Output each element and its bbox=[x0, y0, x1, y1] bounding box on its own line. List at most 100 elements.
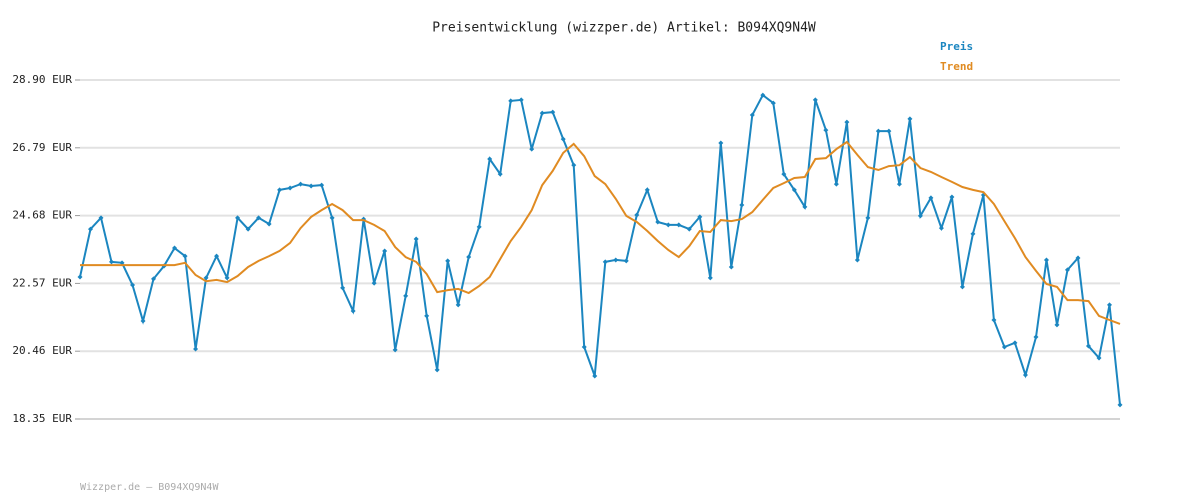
point-marker bbox=[665, 222, 671, 228]
point-marker bbox=[686, 226, 692, 232]
point-marker bbox=[382, 248, 388, 254]
y-tick-label: 22.57 EUR bbox=[12, 276, 72, 289]
point-marker bbox=[928, 195, 934, 201]
point-marker bbox=[413, 236, 419, 242]
point-marker bbox=[823, 127, 829, 133]
point-marker bbox=[172, 245, 178, 251]
point-marker bbox=[266, 221, 272, 227]
point-marker bbox=[581, 344, 587, 350]
point-marker bbox=[392, 347, 398, 353]
point-marker bbox=[970, 231, 976, 237]
point-marker bbox=[308, 183, 314, 189]
point-marker bbox=[560, 136, 566, 142]
point-marker bbox=[907, 116, 913, 122]
point-marker bbox=[203, 275, 209, 281]
point-marker bbox=[697, 214, 703, 220]
point-marker bbox=[1117, 402, 1123, 408]
point-marker bbox=[193, 346, 199, 352]
point-marker bbox=[466, 254, 472, 260]
legend-label: Preis bbox=[940, 40, 973, 53]
series-line bbox=[80, 140, 1121, 325]
point-marker bbox=[781, 171, 787, 177]
point-marker bbox=[991, 317, 997, 323]
point-marker bbox=[434, 367, 440, 373]
point-marker bbox=[959, 284, 965, 290]
point-marker bbox=[497, 171, 503, 177]
y-tick-label: 26.79 EUR bbox=[12, 141, 72, 154]
y-tick-label: 20.46 EUR bbox=[12, 344, 72, 357]
point-marker bbox=[455, 302, 461, 308]
point-marker bbox=[1064, 267, 1070, 273]
point-marker bbox=[949, 194, 955, 200]
point-marker bbox=[224, 275, 230, 281]
y-tick-label: 28.90 EUR bbox=[12, 73, 72, 86]
footer: Wizzper.de – B094XQ9N4W bbox=[80, 482, 219, 493]
point-marker bbox=[182, 253, 188, 259]
point-marker bbox=[770, 100, 776, 106]
point-marker bbox=[98, 215, 104, 221]
point-marker bbox=[613, 257, 619, 263]
point-marker bbox=[424, 313, 430, 319]
point-marker bbox=[235, 215, 241, 221]
point-marker bbox=[728, 264, 734, 270]
point-marker bbox=[130, 282, 136, 288]
point-marker bbox=[739, 202, 745, 208]
point-marker bbox=[245, 226, 251, 232]
point-marker bbox=[802, 204, 808, 210]
point-marker bbox=[1033, 334, 1039, 340]
y-tick-label: 18.35 EUR bbox=[12, 412, 72, 425]
point-marker bbox=[634, 212, 640, 218]
point-marker bbox=[1054, 322, 1060, 328]
point-marker bbox=[1075, 255, 1081, 261]
point-marker bbox=[938, 225, 944, 231]
chart-title: Preisentwicklung (wizzper.de) Artikel: B… bbox=[432, 21, 816, 36]
point-marker bbox=[109, 259, 115, 265]
point-marker bbox=[476, 224, 482, 230]
point-marker bbox=[749, 112, 755, 118]
point-marker bbox=[718, 140, 724, 146]
point-marker bbox=[886, 128, 892, 134]
point-marker bbox=[875, 128, 881, 134]
point-marker bbox=[602, 259, 608, 265]
point-marker bbox=[1001, 344, 1007, 350]
y-tick-label: 24.68 EUR bbox=[12, 209, 72, 222]
point-marker bbox=[518, 97, 524, 103]
point-marker bbox=[1012, 340, 1018, 346]
point-marker bbox=[707, 275, 713, 281]
point-marker bbox=[550, 109, 556, 115]
point-marker bbox=[319, 182, 325, 188]
point-marker bbox=[791, 187, 797, 193]
point-marker bbox=[854, 257, 860, 263]
point-marker bbox=[403, 293, 409, 299]
point-marker bbox=[487, 156, 493, 162]
point-marker bbox=[329, 215, 335, 221]
legend-label: Trend bbox=[940, 60, 973, 73]
point-marker bbox=[1106, 302, 1112, 308]
point-marker bbox=[287, 185, 293, 191]
point-marker bbox=[655, 219, 661, 225]
point-marker bbox=[812, 97, 818, 103]
point-marker bbox=[119, 260, 125, 266]
point-marker bbox=[445, 258, 451, 264]
point-marker bbox=[214, 253, 220, 259]
point-marker bbox=[277, 187, 283, 193]
point-marker bbox=[844, 119, 850, 125]
point-marker bbox=[256, 215, 262, 221]
point-marker bbox=[1096, 355, 1102, 361]
point-marker bbox=[77, 274, 83, 280]
point-marker bbox=[140, 318, 146, 324]
point-marker bbox=[88, 226, 94, 232]
point-marker bbox=[865, 215, 871, 221]
point-marker bbox=[371, 280, 377, 286]
point-marker bbox=[1043, 257, 1049, 263]
point-marker bbox=[676, 222, 682, 228]
point-marker bbox=[508, 98, 514, 104]
point-marker bbox=[350, 308, 356, 314]
point-marker bbox=[644, 187, 650, 193]
point-marker bbox=[896, 181, 902, 187]
point-marker bbox=[623, 258, 629, 264]
point-marker bbox=[1022, 372, 1028, 378]
point-marker bbox=[592, 373, 598, 379]
point-marker bbox=[539, 110, 545, 116]
